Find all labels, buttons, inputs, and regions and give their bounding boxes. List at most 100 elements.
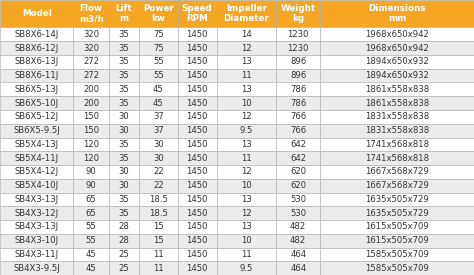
Bar	[217, 248, 276, 261]
Bar	[109, 41, 139, 55]
Bar	[276, 28, 320, 41]
Text: 9.5: 9.5	[240, 264, 253, 273]
Text: 1450: 1450	[186, 44, 208, 53]
Bar	[276, 82, 320, 96]
Bar	[217, 206, 276, 220]
Bar	[73, 234, 109, 248]
Text: 642: 642	[290, 140, 306, 149]
Text: 1831x558x838: 1831x558x838	[365, 112, 429, 121]
Text: 1450: 1450	[186, 222, 208, 231]
Bar	[178, 96, 217, 110]
Bar	[109, 28, 139, 41]
Bar	[0, 151, 73, 165]
Bar	[109, 234, 139, 248]
Bar	[217, 151, 276, 165]
Text: 1450: 1450	[186, 195, 208, 204]
Bar	[109, 179, 139, 192]
Text: 1450: 1450	[186, 112, 208, 121]
Bar	[139, 220, 178, 234]
Bar	[73, 69, 109, 82]
Text: 320: 320	[83, 44, 100, 53]
Text: 18.5: 18.5	[149, 195, 168, 204]
Bar	[178, 82, 217, 96]
Bar	[73, 220, 109, 234]
Bar	[276, 261, 320, 275]
Text: 28: 28	[118, 222, 129, 231]
Text: 75: 75	[153, 44, 164, 53]
Bar	[0, 28, 73, 41]
Bar	[320, 151, 474, 165]
Text: 90: 90	[86, 181, 97, 190]
Bar	[320, 165, 474, 179]
Text: 28: 28	[118, 236, 129, 245]
Text: 30: 30	[118, 181, 129, 190]
Bar	[178, 110, 217, 124]
Text: 45: 45	[153, 85, 164, 94]
Bar	[276, 234, 320, 248]
Bar	[320, 28, 474, 41]
Bar	[139, 82, 178, 96]
Bar	[320, 69, 474, 82]
Bar	[73, 41, 109, 55]
Text: 13: 13	[241, 85, 252, 94]
Bar	[73, 261, 109, 275]
Bar	[217, 234, 276, 248]
Text: 35: 35	[118, 30, 129, 39]
Bar	[276, 179, 320, 192]
Bar	[320, 234, 474, 248]
Bar	[139, 124, 178, 138]
Bar	[73, 151, 109, 165]
Text: 1450: 1450	[186, 236, 208, 245]
Text: Dimensions
mm: Dimensions mm	[368, 4, 426, 23]
Text: 15: 15	[153, 236, 164, 245]
Text: 120: 120	[83, 154, 100, 163]
Bar	[109, 96, 139, 110]
Text: 35: 35	[118, 57, 129, 66]
Bar	[109, 124, 139, 138]
Bar	[217, 165, 276, 179]
Bar	[320, 82, 474, 96]
Bar	[276, 206, 320, 220]
Bar	[73, 28, 109, 41]
Text: 1450: 1450	[186, 140, 208, 149]
Bar	[109, 165, 139, 179]
Text: 35: 35	[118, 85, 129, 94]
Text: 65: 65	[86, 195, 97, 204]
Text: 1450: 1450	[186, 181, 208, 190]
Bar	[109, 138, 139, 151]
Text: 482: 482	[290, 222, 306, 231]
Bar	[109, 192, 139, 206]
Text: 620: 620	[290, 181, 306, 190]
Bar	[73, 110, 109, 124]
Text: 35: 35	[118, 154, 129, 163]
Text: 1615x505x709: 1615x505x709	[365, 236, 429, 245]
Bar	[139, 192, 178, 206]
Bar	[178, 165, 217, 179]
Text: 464: 464	[290, 264, 306, 273]
Text: SB4X3-13J: SB4X3-13J	[15, 222, 59, 231]
Text: SB4X3-9.5J: SB4X3-9.5J	[13, 264, 60, 273]
Bar	[139, 55, 178, 69]
Text: SB6X5-9.5J: SB6X5-9.5J	[13, 126, 60, 135]
Text: 22: 22	[153, 181, 164, 190]
Bar	[139, 138, 178, 151]
Bar	[139, 28, 178, 41]
Text: 1741x568x818: 1741x568x818	[365, 140, 429, 149]
Bar	[178, 0, 217, 28]
Bar	[217, 69, 276, 82]
Text: 18.5: 18.5	[149, 209, 168, 218]
Bar	[109, 206, 139, 220]
Text: 35: 35	[118, 44, 129, 53]
Bar	[178, 192, 217, 206]
Text: 1741x568x818: 1741x568x818	[365, 154, 429, 163]
Text: 200: 200	[83, 99, 100, 108]
Bar	[109, 55, 139, 69]
Text: 1585x505x709: 1585x505x709	[365, 250, 429, 259]
Bar	[0, 220, 73, 234]
Bar	[109, 261, 139, 275]
Text: 530: 530	[290, 195, 306, 204]
Bar	[276, 0, 320, 28]
Bar	[0, 248, 73, 261]
Bar	[73, 124, 109, 138]
Text: 37: 37	[153, 112, 164, 121]
